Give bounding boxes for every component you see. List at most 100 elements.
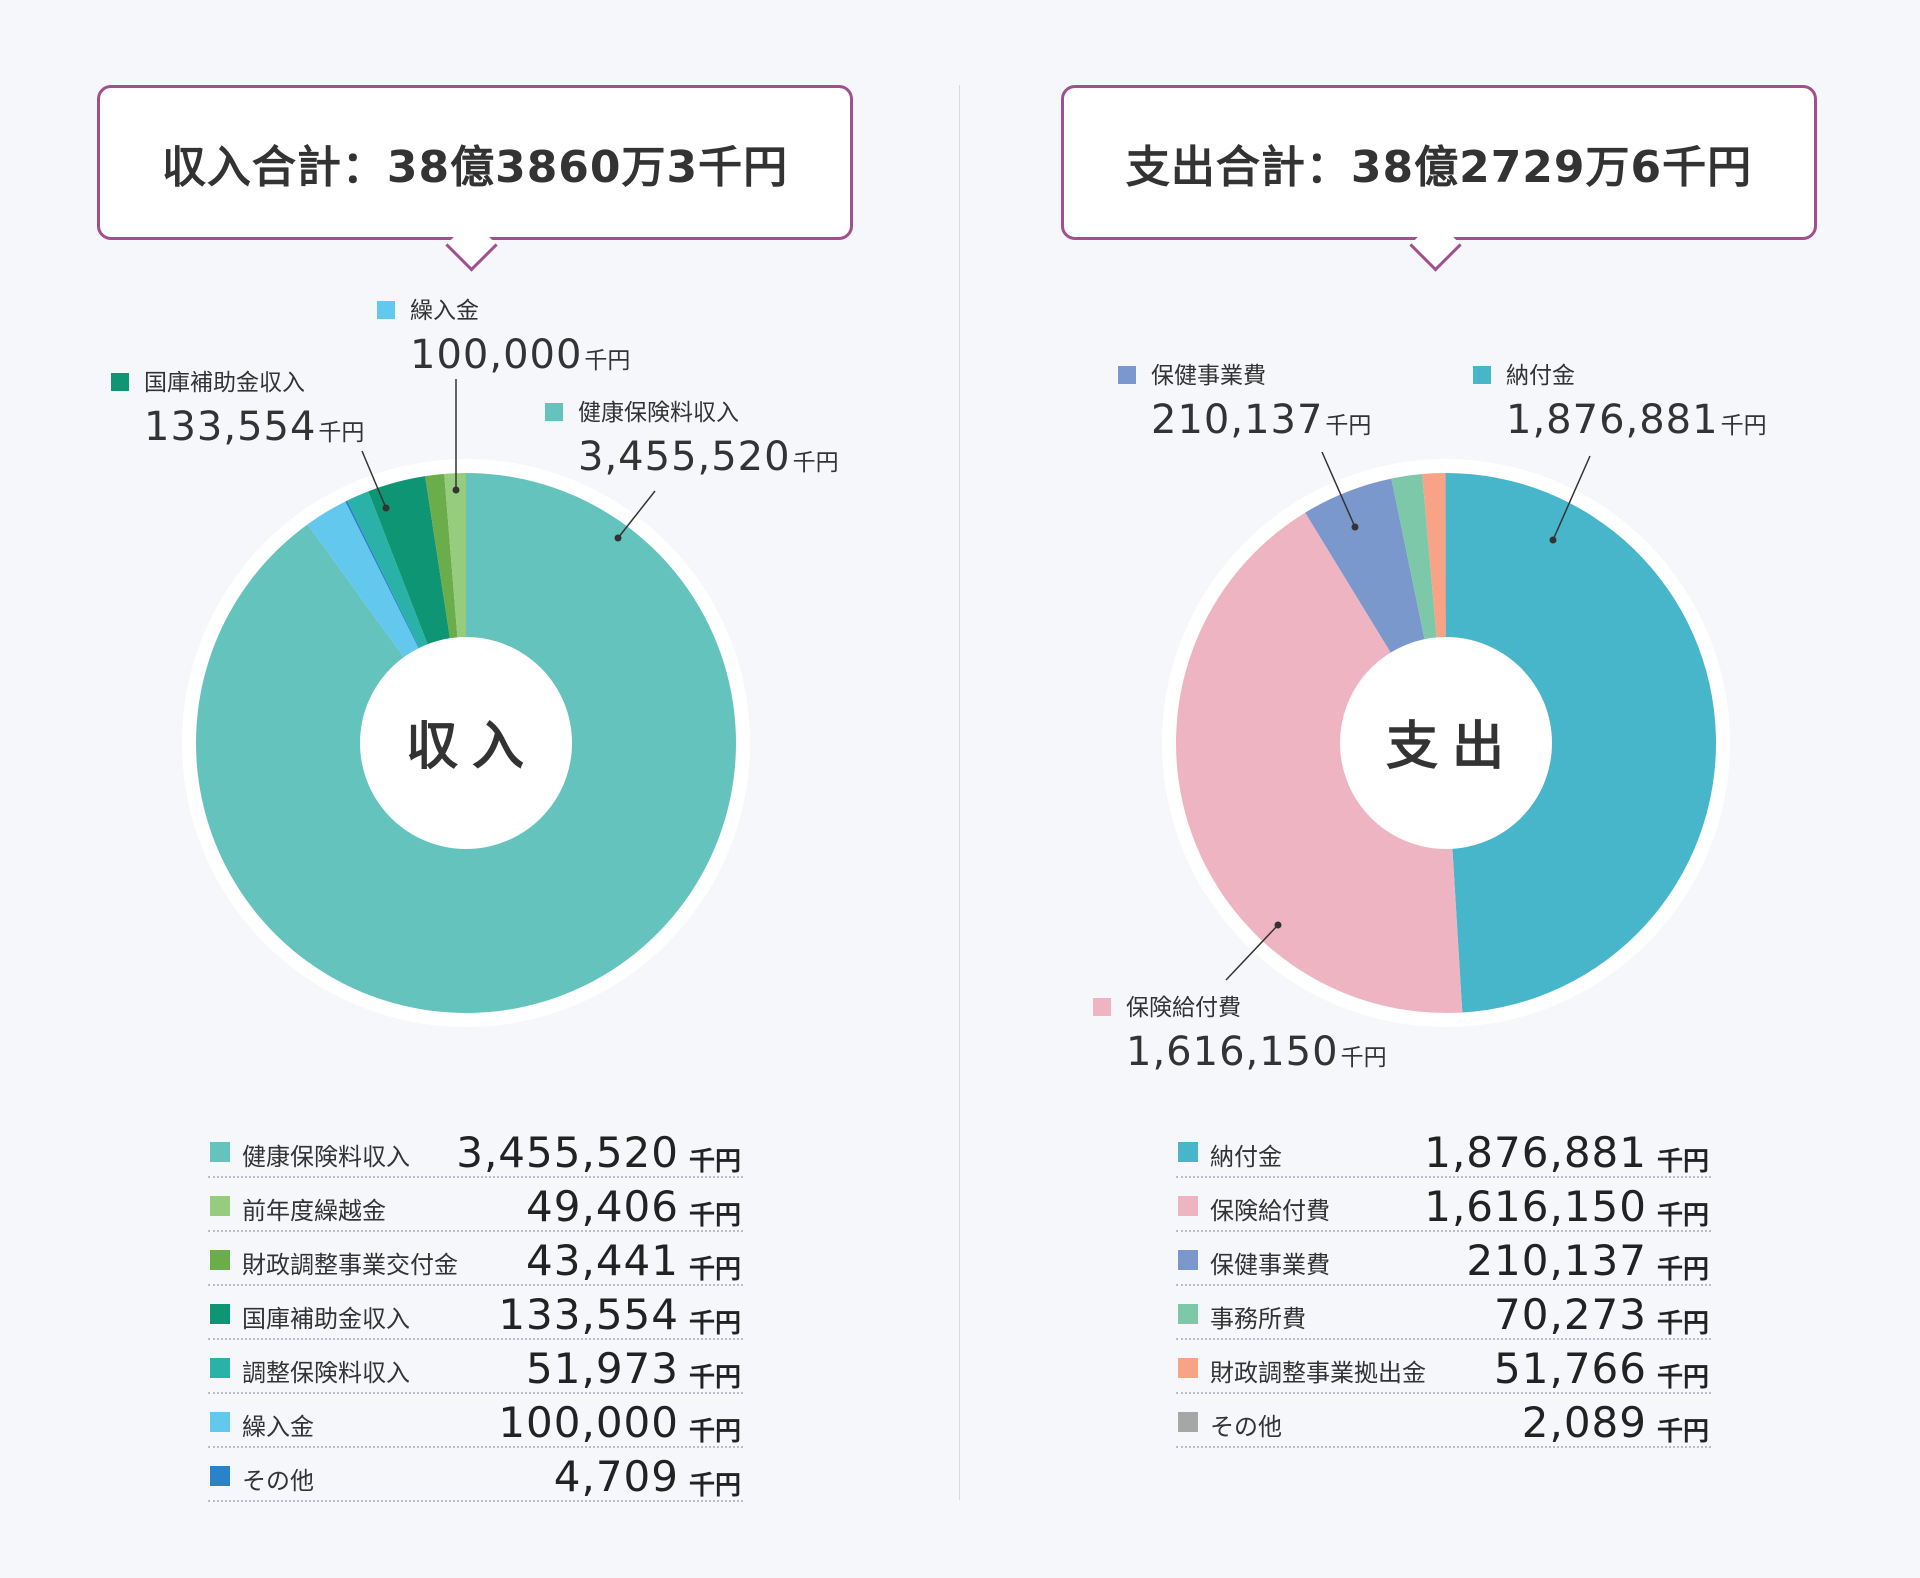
pie-slice [1445, 473, 1446, 743]
row-unit: 千円 [688, 1471, 741, 1501]
leader-line [617, 490, 656, 539]
row-name: 保険給付費 [1210, 1197, 1330, 1225]
expense-slices [1176, 473, 1716, 1013]
row-unit: 千円 [688, 1201, 741, 1231]
expense-callout-noufu: 納付金 1,876,881千円 [1473, 363, 1767, 544]
row-value: 51,973 [526, 1344, 679, 1393]
income-table: 健康保険料収入 3,455,520 千円 前年度繰越金 49,406 千円 財政… [208, 1124, 743, 1502]
row-unit: 千円 [1656, 1417, 1709, 1447]
callout-unit: 千円 [1341, 1045, 1387, 1071]
expense-center-hole [1340, 637, 1552, 849]
table-row: 保健事業費 210,137 千円 [1176, 1232, 1711, 1286]
row-value: 49,406 [526, 1182, 679, 1231]
legend-swatch [210, 1412, 230, 1432]
legend-swatch [210, 1142, 230, 1162]
callout-unit: 千円 [1721, 413, 1767, 439]
callout-value: 1,616,150 [1126, 1029, 1339, 1075]
callout-unit: 千円 [318, 420, 364, 446]
row-unit: 千円 [1656, 1363, 1709, 1393]
row-unit: 千円 [688, 1255, 741, 1285]
callout-value: 210,137 [1151, 397, 1323, 443]
leader-line [361, 450, 387, 509]
income-panel: 収入合計：38億3860万3千円 収入 国庫補助金収入 133,554千円 繰入… [97, 85, 853, 1502]
income-callout-kenko: 健康保険料収入 3,455,520千円 [545, 400, 839, 542]
legend-swatch [210, 1466, 230, 1486]
leader-dot [382, 504, 390, 512]
row-unit: 千円 [1656, 1309, 1709, 1339]
leader-line [1225, 924, 1279, 981]
callout-value: 3,455,520 [578, 434, 791, 480]
table-row: 繰入金 100,000 千円 [208, 1394, 743, 1448]
row-value: 70,273 [1494, 1290, 1647, 1339]
leader-dot [1274, 921, 1282, 929]
callout-name: 健康保険料収入 [578, 400, 739, 426]
row-name: 健康保険料収入 [242, 1143, 410, 1171]
legend-swatch [545, 403, 563, 421]
legend-swatch [210, 1250, 230, 1270]
table-row: 調整保険料収入 51,973 千円 [208, 1340, 743, 1394]
legend-swatch [210, 1196, 230, 1216]
row-name: その他 [1210, 1413, 1282, 1441]
callout-name: 国庫補助金収入 [144, 370, 305, 396]
pie-slice [1176, 512, 1463, 1013]
callout-value-line: 1,876,881千円 [1506, 397, 1767, 443]
table-row: 財政調整事業拠出金 51,766 千円 [1176, 1340, 1711, 1394]
table-row: 国庫補助金収入 133,554 千円 [208, 1286, 743, 1340]
row-name: 財政調整事業交付金 [242, 1251, 458, 1279]
row-value: 133,554 [498, 1290, 679, 1339]
income-total-label: 収入合計：38億3860万3千円 [161, 141, 789, 193]
callout-value: 133,554 [144, 404, 316, 450]
callout-unit: 千円 [584, 348, 630, 374]
leader-dot [1549, 536, 1557, 544]
row-unit: 千円 [688, 1363, 741, 1393]
row-unit: 千円 [688, 1309, 741, 1339]
row-name: その他 [242, 1467, 314, 1495]
leader-dot [614, 534, 622, 542]
leader-dot [1351, 523, 1359, 531]
pie-slice [1446, 473, 1716, 1013]
legend-swatch [111, 373, 129, 391]
row-name: 納付金 [1210, 1143, 1282, 1171]
expense-center-label: 支出 [1386, 717, 1518, 777]
expense-donut-chart: 支出 保健事業費 210,137千円 納付金 1,876,881千円 保険給付費… [1093, 363, 1767, 1075]
row-value: 3,455,520 [456, 1128, 679, 1177]
callout-value-line: 133,554千円 [144, 404, 364, 450]
legend-swatch [1473, 366, 1491, 384]
row-value: 43,441 [526, 1236, 679, 1285]
expense-total-callout: 支出合計：38億2729万6千円 [1061, 85, 1817, 272]
table-row: 財政調整事業交付金 43,441 千円 [208, 1232, 743, 1286]
table-row: 事務所費 70,273 千円 [1176, 1286, 1711, 1340]
expense-callout-hoken-kyufu: 保険給付費 1,616,150千円 [1093, 921, 1387, 1075]
row-unit: 千円 [1656, 1201, 1709, 1231]
income-center-hole [360, 637, 572, 849]
expense-panel: 支出合計：38億2729万6千円 支出 保健事業費 210,137千円 納付金 … [960, 0, 1920, 1578]
callout-unit: 千円 [1325, 413, 1371, 439]
callout-value-line: 3,455,520千円 [578, 434, 839, 480]
row-value: 51,766 [1494, 1344, 1647, 1393]
row-unit: 千円 [1656, 1147, 1709, 1177]
legend-swatch [1178, 1412, 1198, 1432]
panel-divider [959, 85, 960, 1500]
row-name: 前年度繰越金 [242, 1197, 386, 1225]
row-value: 210,137 [1466, 1236, 1647, 1285]
legend-swatch [210, 1358, 230, 1378]
table-row: その他 4,709 千円 [208, 1448, 743, 1502]
income-donut-chart: 収入 国庫補助金収入 133,554千円 繰入金 100,000千円 健康保険料… [111, 298, 839, 1027]
callout-value-line: 210,137千円 [1151, 397, 1371, 443]
table-row: 納付金 1,876,881 千円 [1176, 1124, 1711, 1178]
row-unit: 千円 [688, 1417, 741, 1447]
legend-swatch [210, 1304, 230, 1324]
row-unit: 千円 [688, 1147, 741, 1177]
legend-swatch [1093, 998, 1111, 1016]
row-value: 1,876,881 [1424, 1128, 1647, 1177]
legend-swatch [1118, 366, 1136, 384]
row-unit: 千円 [1656, 1255, 1709, 1285]
legend-swatch [377, 301, 395, 319]
expense-callout-hoken-jigyo: 保健事業費 210,137千円 [1118, 363, 1371, 531]
legend-swatch [1178, 1142, 1198, 1162]
row-value: 1,616,150 [1424, 1182, 1647, 1231]
row-value: 2,089 [1521, 1398, 1647, 1447]
table-row: 健康保険料収入 3,455,520 千円 [208, 1124, 743, 1178]
income-callout-kuriire: 繰入金 100,000千円 [377, 298, 630, 494]
table-row: その他 2,089 千円 [1176, 1394, 1711, 1448]
